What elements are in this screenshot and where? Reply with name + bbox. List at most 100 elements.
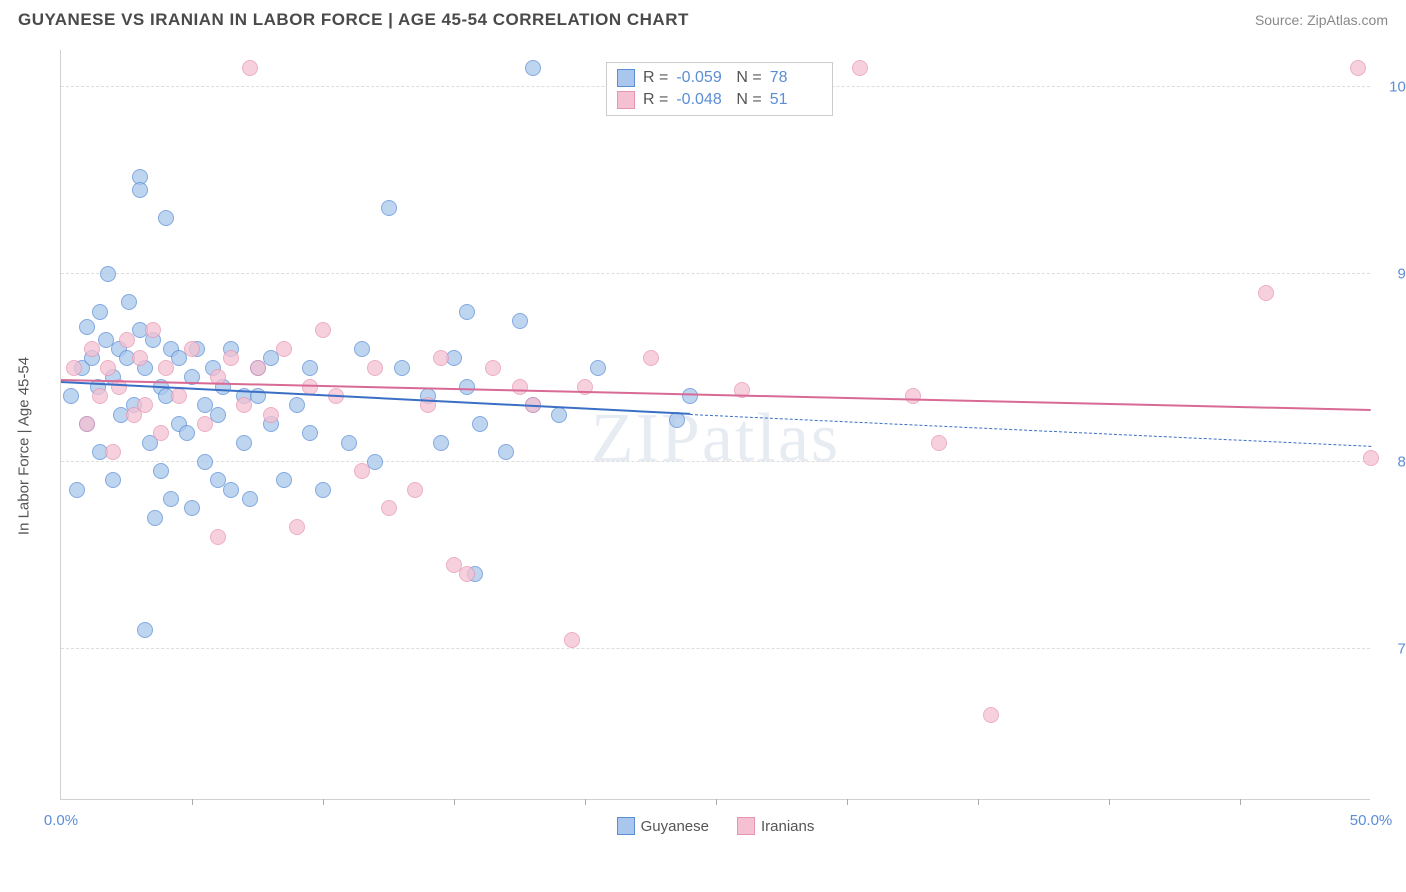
chart-title: GUYANESE VS IRANIAN IN LABOR FORCE | AGE… [18, 10, 689, 30]
y-tick-label: 90.0% [1380, 266, 1406, 283]
scatter-chart: ZIPatlas 70.0%80.0%90.0%100.0%0.0%50.0%R… [60, 50, 1370, 800]
chart-header: GUYANESE VS IRANIAN IN LABOR FORCE | AGE… [0, 0, 1406, 36]
data-point [145, 322, 161, 338]
data-point [158, 210, 174, 226]
gridline [61, 461, 1370, 462]
data-point [184, 341, 200, 357]
data-point [315, 482, 331, 498]
data-point [459, 566, 475, 582]
data-point [512, 313, 528, 329]
stats-n-label: N = [736, 69, 761, 87]
data-point [92, 388, 108, 404]
x-tick [716, 799, 717, 805]
data-point [236, 435, 252, 451]
data-point [381, 200, 397, 216]
data-point [223, 482, 239, 498]
stats-n-value: 78 [770, 69, 822, 87]
data-point [302, 425, 318, 441]
data-point [905, 388, 921, 404]
x-tick [192, 799, 193, 805]
trend-line-extension [690, 414, 1371, 447]
data-point [92, 304, 108, 320]
data-point [263, 407, 279, 423]
stats-r-value: -0.048 [676, 91, 728, 109]
data-point [590, 360, 606, 376]
data-point [276, 472, 292, 488]
data-point [1350, 60, 1366, 76]
data-point [1363, 450, 1379, 466]
data-point [171, 388, 187, 404]
data-point [163, 491, 179, 507]
data-point [66, 360, 82, 376]
data-point [100, 360, 116, 376]
x-tick [454, 799, 455, 805]
data-point [498, 444, 514, 460]
series-legend: Guyanese Iranians [61, 817, 1370, 835]
data-point [197, 454, 213, 470]
legend-swatch [737, 817, 755, 835]
gridline [61, 648, 1370, 649]
data-point [302, 360, 318, 376]
data-point [407, 482, 423, 498]
data-point [121, 294, 137, 310]
data-point [158, 360, 174, 376]
data-point [289, 397, 305, 413]
stats-n-label: N = [736, 91, 761, 109]
y-tick-label: 70.0% [1380, 641, 1406, 658]
data-point [100, 266, 116, 282]
data-point [84, 341, 100, 357]
data-point [276, 341, 292, 357]
data-point [179, 425, 195, 441]
data-point [79, 319, 95, 335]
data-point [367, 360, 383, 376]
data-point [105, 472, 121, 488]
x-tick [323, 799, 324, 805]
data-point [551, 407, 567, 423]
legend-label: Iranians [761, 818, 814, 835]
data-point [512, 379, 528, 395]
series-swatch [617, 91, 635, 109]
data-point [983, 707, 999, 723]
data-point [289, 519, 305, 535]
stats-row: R = -0.059 N = 78 [617, 67, 822, 89]
stats-r-value: -0.059 [676, 69, 728, 87]
data-point [250, 360, 266, 376]
data-point [1258, 285, 1274, 301]
data-point [242, 491, 258, 507]
data-point [132, 350, 148, 366]
data-point [315, 322, 331, 338]
data-point [459, 304, 475, 320]
data-point [119, 332, 135, 348]
data-point [643, 350, 659, 366]
stats-r-label: R = [643, 69, 668, 87]
data-point [153, 425, 169, 441]
gridline [61, 273, 1370, 274]
data-point [433, 435, 449, 451]
legend-item: Guyanese [617, 817, 709, 835]
y-tick-label: 100.0% [1380, 78, 1406, 95]
y-axis-label: In Labor Force | Age 45-54 [16, 357, 33, 535]
stats-row: R =-0.048N =51 [617, 89, 822, 111]
data-point [381, 500, 397, 516]
legend-item: Iranians [737, 817, 814, 835]
data-point [354, 341, 370, 357]
data-point [394, 360, 410, 376]
data-point [682, 388, 698, 404]
x-tick [1240, 799, 1241, 805]
data-point [132, 182, 148, 198]
data-point [931, 435, 947, 451]
data-point [137, 397, 153, 413]
data-point [564, 632, 580, 648]
data-point [341, 435, 357, 451]
data-point [525, 60, 541, 76]
data-point [354, 463, 370, 479]
data-point [433, 350, 449, 366]
data-point [147, 510, 163, 526]
legend-label: Guyanese [641, 818, 709, 835]
data-point [236, 397, 252, 413]
data-point [63, 388, 79, 404]
data-point [485, 360, 501, 376]
x-tick [847, 799, 848, 805]
data-point [669, 412, 685, 428]
data-point [242, 60, 258, 76]
